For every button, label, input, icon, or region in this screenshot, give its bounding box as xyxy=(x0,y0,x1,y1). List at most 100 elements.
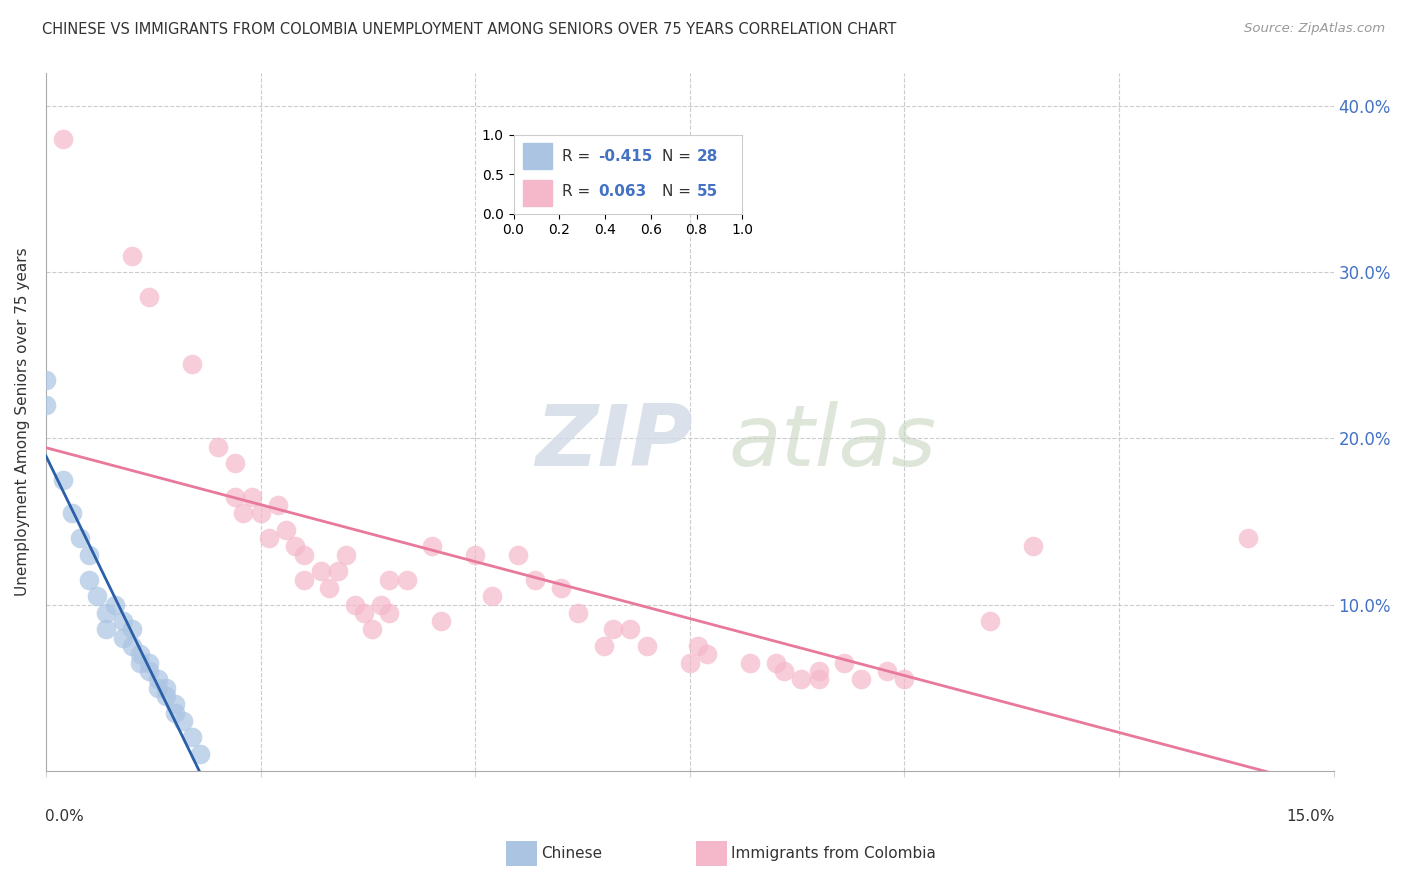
Text: N =: N = xyxy=(662,149,696,164)
Point xyxy=(240,490,263,504)
Point xyxy=(807,673,830,687)
Point xyxy=(420,540,443,554)
Point xyxy=(481,589,503,603)
Point xyxy=(52,132,75,146)
Point xyxy=(172,714,194,728)
Bar xyxy=(523,179,553,205)
Point xyxy=(86,589,108,603)
Point xyxy=(790,673,813,687)
Point xyxy=(834,656,856,670)
Y-axis label: Unemployment Among Seniors over 75 years: Unemployment Among Seniors over 75 years xyxy=(15,247,30,596)
Text: Immigrants from Colombia: Immigrants from Colombia xyxy=(731,847,936,861)
Point xyxy=(851,673,873,687)
Point xyxy=(155,689,177,703)
Point xyxy=(370,598,392,612)
Point xyxy=(378,573,401,587)
Point xyxy=(163,706,186,720)
Text: atlas: atlas xyxy=(728,401,936,484)
Text: N =: N = xyxy=(662,185,696,199)
Point xyxy=(602,623,624,637)
Point xyxy=(276,523,298,537)
Point xyxy=(104,598,127,612)
Point xyxy=(284,540,307,554)
Point xyxy=(77,573,100,587)
Point xyxy=(94,623,117,637)
Point xyxy=(155,681,177,695)
Point xyxy=(765,656,787,670)
Point xyxy=(1022,540,1045,554)
Point xyxy=(636,639,658,653)
Point xyxy=(508,548,530,562)
Text: ZIP: ZIP xyxy=(536,401,693,484)
Point xyxy=(77,548,100,562)
Point xyxy=(696,648,718,662)
Point xyxy=(688,639,710,653)
Point xyxy=(292,548,315,562)
Point xyxy=(121,639,143,653)
Point xyxy=(232,506,254,520)
Point xyxy=(146,681,169,695)
Point xyxy=(249,506,271,520)
Text: 0.063: 0.063 xyxy=(598,185,647,199)
Point xyxy=(257,531,280,545)
Point xyxy=(361,623,384,637)
Point xyxy=(567,606,589,620)
Point xyxy=(318,581,340,595)
Point xyxy=(60,506,83,520)
Point xyxy=(464,548,486,562)
Point xyxy=(550,581,572,595)
Point xyxy=(207,440,229,454)
Point xyxy=(129,648,152,662)
Point xyxy=(224,490,246,504)
Point xyxy=(430,614,453,628)
Text: R =: R = xyxy=(561,185,595,199)
Point xyxy=(121,249,143,263)
Point xyxy=(893,673,915,687)
Point xyxy=(979,614,1001,628)
Point xyxy=(94,606,117,620)
Point xyxy=(35,373,58,387)
Point xyxy=(190,747,212,761)
Point xyxy=(876,664,898,678)
Point xyxy=(619,623,641,637)
Point xyxy=(309,565,332,579)
Text: 15.0%: 15.0% xyxy=(1286,809,1334,824)
Point xyxy=(52,473,75,487)
Text: 55: 55 xyxy=(696,185,718,199)
Point xyxy=(112,614,135,628)
Point xyxy=(35,398,58,412)
Text: -0.415: -0.415 xyxy=(598,149,652,164)
Point xyxy=(773,664,796,678)
Point xyxy=(146,673,169,687)
Point xyxy=(163,698,186,712)
Point xyxy=(180,357,202,371)
Point xyxy=(738,656,761,670)
Text: 0.0%: 0.0% xyxy=(45,809,83,824)
Text: Source: ZipAtlas.com: Source: ZipAtlas.com xyxy=(1244,22,1385,36)
Point xyxy=(112,631,135,645)
Point xyxy=(378,606,401,620)
Point xyxy=(1236,531,1258,545)
Point xyxy=(121,623,143,637)
Point xyxy=(353,606,375,620)
Point xyxy=(138,290,160,304)
Point xyxy=(395,573,418,587)
Point xyxy=(335,548,357,562)
Bar xyxy=(523,144,553,169)
Text: R =: R = xyxy=(561,149,595,164)
Point xyxy=(69,531,91,545)
Point xyxy=(524,573,547,587)
Text: Chinese: Chinese xyxy=(541,847,602,861)
Point xyxy=(807,664,830,678)
Point xyxy=(180,731,202,745)
Point xyxy=(326,565,349,579)
Point xyxy=(679,656,702,670)
Point xyxy=(343,598,366,612)
Text: CHINESE VS IMMIGRANTS FROM COLOMBIA UNEMPLOYMENT AMONG SENIORS OVER 75 YEARS COR: CHINESE VS IMMIGRANTS FROM COLOMBIA UNEM… xyxy=(42,22,897,37)
Point xyxy=(267,498,290,512)
Point xyxy=(292,573,315,587)
Point xyxy=(138,656,160,670)
Point xyxy=(138,664,160,678)
Point xyxy=(224,456,246,470)
Text: 28: 28 xyxy=(696,149,718,164)
